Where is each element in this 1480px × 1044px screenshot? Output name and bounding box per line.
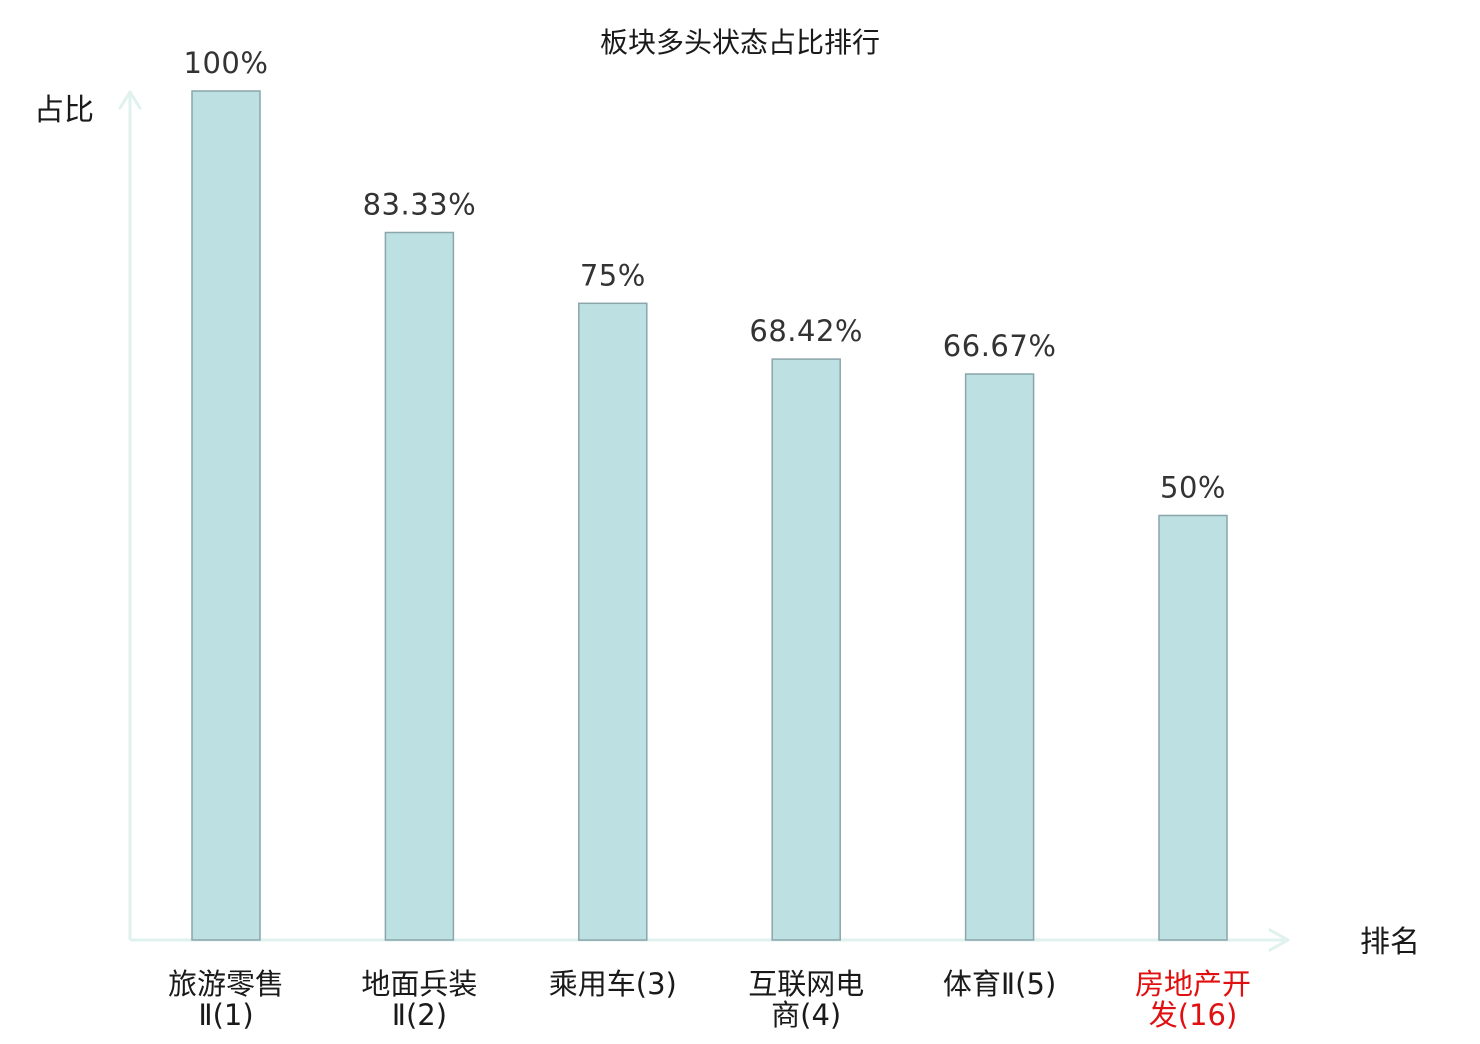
category-label-1-line-2: Ⅱ(1): [198, 998, 253, 1032]
category-label-6-line-1: 房地产开: [1135, 967, 1251, 1001]
category-label-2-line-2: Ⅱ(2): [392, 998, 447, 1032]
category-label-4-line-1: 互联网电: [748, 967, 864, 1001]
bar-1: [191, 90, 261, 941]
category-label-6-line-2: 发(16): [1149, 998, 1238, 1032]
x-axis: 排名: [130, 925, 1420, 960]
category-label-3: 乘用车(3): [549, 967, 677, 1001]
bar-5: [964, 373, 1035, 941]
bar-6: [1158, 514, 1228, 941]
bar-4: [771, 358, 841, 941]
value-label-6: 50%: [1160, 471, 1226, 505]
y-axis-label: 占比: [34, 93, 94, 128]
category-label-2-line-1: 地面兵装: [361, 967, 477, 1001]
category-label-1-line-1: 旅游零售: [168, 967, 284, 1001]
bar-2: [384, 231, 455, 941]
x-axis-arrow-icon: [1268, 928, 1290, 952]
value-label-2: 83.33%: [363, 188, 477, 222]
x-axis-label: 排名: [1360, 925, 1420, 960]
category-label-5: 体育Ⅱ(5): [943, 967, 1056, 1001]
chart-title: 板块多头状态占比排行: [600, 26, 880, 59]
category-label-4-line-2: 商(4): [771, 998, 841, 1032]
value-label-5: 66.67%: [943, 329, 1057, 363]
value-labels-layer: 100% 83.33% 75% 68.42% 66.67% 50%: [184, 46, 1226, 505]
category-label-5-line-1: 体育Ⅱ(5): [943, 967, 1056, 1001]
bars-layer: [191, 90, 1228, 941]
y-axis: 占比: [34, 90, 142, 940]
value-label-3: 75%: [580, 258, 646, 292]
value-label-1: 100%: [184, 46, 269, 80]
value-label-4: 68.42%: [749, 314, 863, 348]
y-axis-arrow-icon: [118, 90, 142, 110]
bar-3: [578, 302, 648, 941]
category-label-3-line-1: 乘用车(3): [549, 967, 677, 1001]
